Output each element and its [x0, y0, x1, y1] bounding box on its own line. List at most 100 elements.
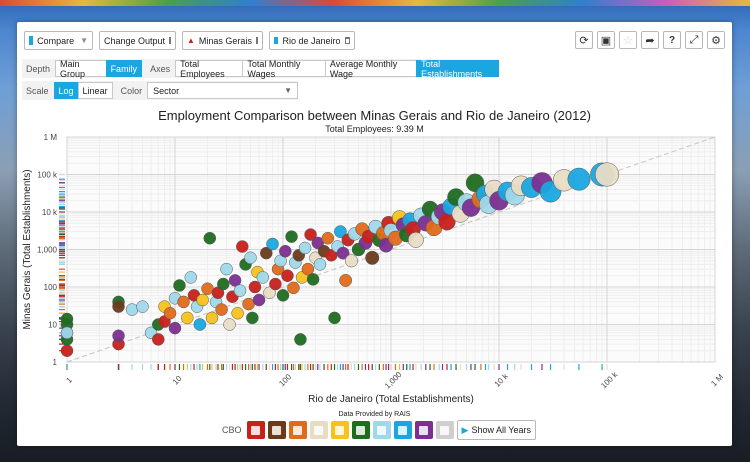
data-point [285, 230, 298, 243]
data-point [304, 228, 317, 241]
fullscreen-button[interactable]: ⤢ [685, 31, 703, 49]
legend-sector-9[interactable] [414, 421, 433, 439]
data-point [173, 279, 186, 292]
axes-option-average-monthly-wage[interactable]: Average Monthly Wage [324, 59, 418, 79]
data-point [260, 246, 273, 260]
depth-option-family[interactable]: Family [105, 60, 143, 77]
gear-icon: ⚙ [711, 34, 721, 47]
data-point [279, 244, 292, 258]
data-point [334, 225, 347, 238]
data-point [203, 231, 217, 245]
star-icon: ☆ [623, 34, 633, 47]
legend-sector-7[interactable] [372, 421, 391, 439]
data-point [217, 277, 230, 291]
data-point [407, 231, 424, 248]
gear-icon [377, 425, 387, 435]
data-point [181, 311, 194, 325]
save-icon: ▣ [600, 34, 612, 47]
cluster-icon [335, 425, 345, 435]
x-axis-label: Rio de Janeiro (Total Establishments) [308, 394, 474, 405]
axes-option-total-establishments[interactable]: Total Establishments [416, 59, 499, 79]
data-point [112, 300, 125, 313]
data-point [233, 284, 247, 297]
person-icon [251, 425, 261, 435]
y-tick-label: 1,000 [37, 246, 58, 255]
data-point [215, 303, 228, 316]
fullscreen-icon: ⤢ [689, 33, 699, 46]
y-tick-label: 100 k [37, 171, 58, 180]
legend-sector-10[interactable] [435, 421, 454, 439]
calendar-icon [255, 37, 258, 44]
x-tick-label: 1 M [709, 372, 725, 388]
data-point [228, 274, 242, 287]
data-point [294, 333, 307, 346]
data-point [269, 277, 282, 291]
location-2-button[interactable]: Rio de Janeiro [269, 31, 355, 50]
y-tick-label: 10 k [42, 208, 58, 217]
compare-button[interactable]: Compare ▼ [24, 31, 93, 50]
location-1-label: Minas Gerais [198, 35, 252, 46]
help-button[interactable]: ? [663, 31, 681, 49]
refresh-button[interactable]: ⟳ [575, 31, 593, 49]
star-button[interactable]: ☆ [619, 31, 637, 49]
axes-option-total-monthly-wages[interactable]: Total Monthly Wages [242, 59, 326, 79]
compare-label: Compare [37, 35, 75, 46]
change-output-button[interactable]: Change Output [99, 31, 176, 50]
color-select-value: Sector [153, 85, 180, 96]
data-point [184, 271, 198, 284]
x-tick-label: 10 [171, 374, 184, 387]
legend-sector-1[interactable] [246, 421, 265, 439]
data-point [205, 311, 219, 325]
data-point [328, 311, 341, 325]
legend-sector-6[interactable] [351, 421, 370, 439]
shop-icon [398, 425, 408, 435]
sector-legend: CBO ▶ Show All Years [222, 420, 536, 440]
data-point [242, 297, 255, 311]
settings-button[interactable]: ⚙ [707, 31, 725, 49]
legend-sector-5[interactable] [330, 421, 349, 439]
book-icon [293, 425, 303, 435]
share-icon: ➦ [645, 34, 655, 47]
building-icon [419, 425, 429, 435]
data-point [306, 273, 320, 286]
data-point [201, 282, 214, 295]
calendar-icon [169, 37, 172, 44]
y-axis-label: Minas Gerais (Total Establishments) [22, 169, 33, 329]
help-icon: ? [668, 34, 676, 46]
legend-sector-8[interactable] [393, 421, 412, 439]
data-point [339, 273, 353, 287]
calendar-icon [344, 37, 350, 44]
data-point [248, 280, 262, 294]
color-select[interactable]: Sector ▼ [147, 82, 298, 99]
chart-subtitle: Total Employees: 9.39 M [325, 124, 424, 134]
data-point [193, 318, 207, 331]
show-all-years-button[interactable]: ▶ Show All Years [456, 420, 536, 440]
map-pin-icon: ▲ [187, 36, 195, 45]
legend-sector-3[interactable] [288, 421, 307, 439]
depth-option-main-group[interactable]: Main Group [55, 59, 107, 79]
depth-axes-row: Depth Main Group Family Axes Total Emplo… [22, 59, 499, 79]
legend-sector-4[interactable] [309, 421, 328, 439]
share-button[interactable]: ➦ [641, 31, 659, 49]
app-panel: Compare ▼ Change Output ▲ Minas Gerais R… [17, 22, 732, 446]
refresh-icon: ⟳ [579, 34, 589, 47]
save-button[interactable]: ▣ [597, 31, 615, 49]
x-tick-label: 100 k [599, 369, 620, 390]
data-point [246, 311, 259, 325]
data-point [298, 241, 312, 255]
depth-label: Depth [26, 63, 51, 74]
data-point [244, 251, 257, 265]
top-color-strip [0, 0, 750, 6]
chevron-down-icon: ▼ [284, 86, 292, 95]
data-point [336, 246, 350, 260]
data-point [231, 306, 244, 320]
data-point [152, 333, 165, 346]
data-point [223, 318, 236, 331]
data-point [163, 306, 177, 320]
flask-icon [314, 425, 324, 435]
axes-label: Axes [150, 63, 171, 74]
data-point [266, 237, 279, 251]
legend-sector-2[interactable] [267, 421, 286, 439]
location-1-button[interactable]: ▲ Minas Gerais [182, 31, 263, 50]
scale-option-linear[interactable]: Linear [77, 82, 113, 99]
